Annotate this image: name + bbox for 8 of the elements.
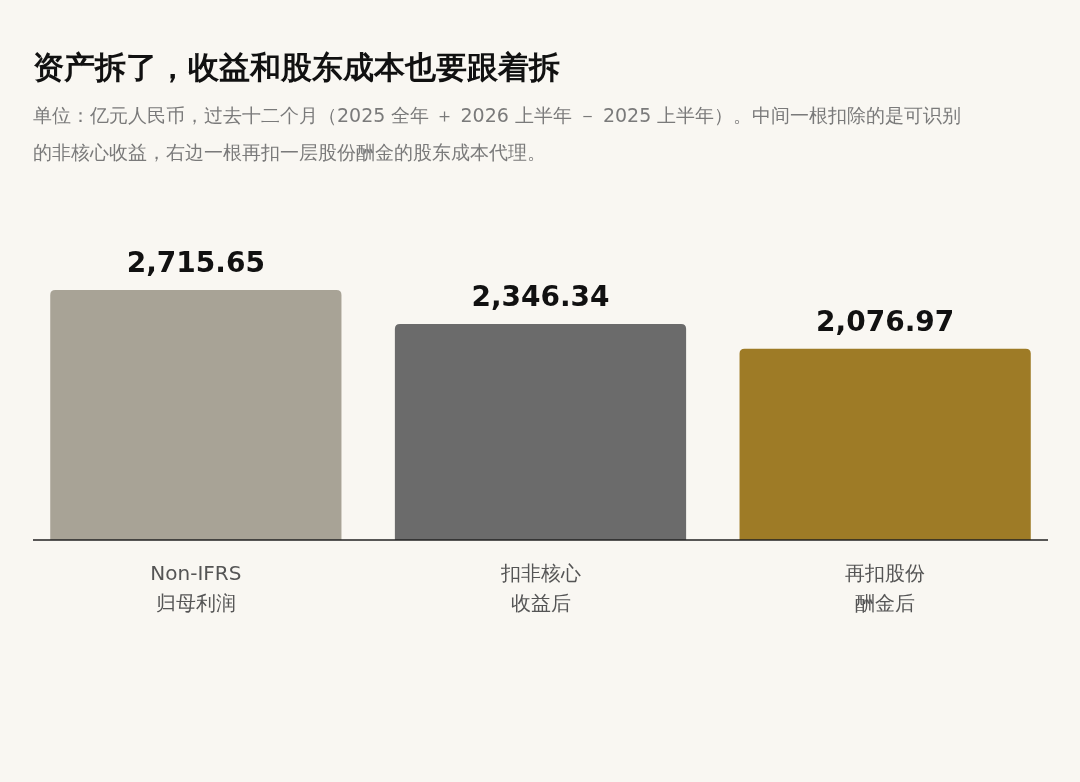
- data-label: 2,346.34: [471, 280, 610, 313]
- x-tick-label: 再扣股份酬金后: [845, 561, 926, 615]
- data-label: 2,076.97: [816, 304, 955, 338]
- x-tick-label: Non-IFRS 归母利润: [150, 561, 242, 615]
- chart-subtitle: 单位：亿元人民币，过去十二个月（2025 全年 ＋ 2026 上半年 － 2025 上半年）。中间一根扣除的是可识别的非核心收益，右边一根再扣一层股份酬金的股东成本代理。: [33, 104, 962, 163]
- x-tick-label: 扣非核心收益后: [499, 561, 581, 615]
- data-label: 2,715.65: [126, 246, 265, 279]
- chart-title: 资产拆了，收益和股东成本也要跟着拆: [33, 49, 560, 85]
